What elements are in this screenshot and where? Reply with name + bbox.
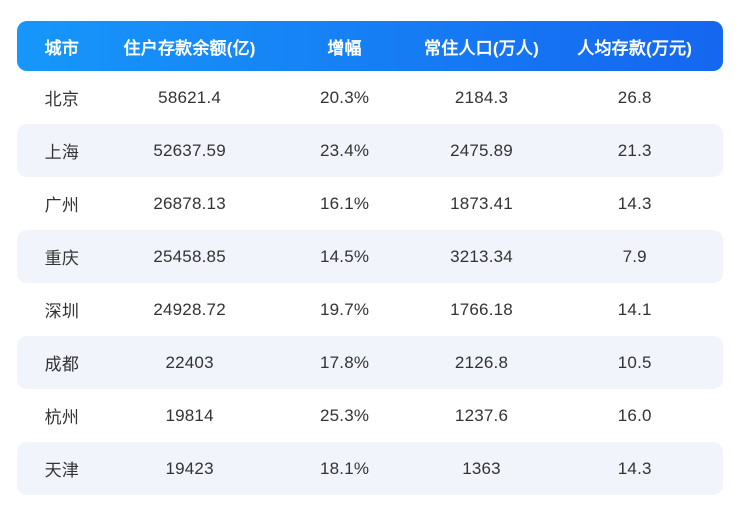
cell-city: 广州 xyxy=(44,196,80,215)
cell-balance: 25458.85 xyxy=(153,246,226,266)
table-body: 北京 58621.4 20.3% 2184.3 26.8 上海 52637.59… xyxy=(17,71,723,495)
table-row: 成都 22403 17.8% 2126.8 10.5 xyxy=(17,336,723,389)
header-growth: 增幅 xyxy=(327,38,362,58)
cell-balance: 22403 xyxy=(165,352,214,372)
table-row: 北京 58621.4 20.3% 2184.3 26.8 xyxy=(17,71,723,124)
header-population: 常住人口(万人) xyxy=(424,38,539,58)
cell-growth: 19.7% xyxy=(319,299,370,319)
cell-balance: 19423 xyxy=(165,458,214,478)
cell-city: 深圳 xyxy=(44,302,80,321)
cell-per-capita: 10.5 xyxy=(617,352,652,372)
cell-growth: 23.4% xyxy=(319,140,370,160)
cell-growth: 25.3% xyxy=(319,405,370,425)
cell-per-capita: 21.3 xyxy=(617,140,652,160)
cell-per-capita: 26.8 xyxy=(617,87,652,107)
table-header-row: 城市 住户存款余额(亿) 增幅 常住人口(万人) 人均存款(万元) xyxy=(17,21,723,71)
cell-growth: 20.3% xyxy=(319,87,370,107)
cell-balance: 52637.59 xyxy=(153,140,226,160)
cell-city: 杭州 xyxy=(44,408,80,427)
cell-city: 上海 xyxy=(44,143,80,162)
cell-per-capita: 16.0 xyxy=(617,405,652,425)
cell-city: 重庆 xyxy=(44,249,80,268)
header-balance: 住户存款余额(亿) xyxy=(123,38,256,58)
cell-population: 2184.3 xyxy=(454,87,509,107)
city-deposits-table: 城市 住户存款余额(亿) 增幅 常住人口(万人) 人均存款(万元) 北京 586… xyxy=(17,21,723,495)
cell-per-capita: 7.9 xyxy=(622,246,647,266)
cell-population: 1363 xyxy=(462,458,501,478)
table-row: 杭州 19814 25.3% 1237.6 16.0 xyxy=(17,389,723,442)
header-per-capita: 人均存款(万元) xyxy=(577,38,693,58)
cell-balance: 58621.4 xyxy=(158,87,222,107)
cell-population: 2126.8 xyxy=(454,352,509,372)
cell-balance: 24928.72 xyxy=(153,299,226,319)
cell-growth: 14.5% xyxy=(319,246,370,266)
cell-population: 1237.6 xyxy=(454,405,509,425)
cell-growth: 16.1% xyxy=(319,193,370,213)
table-row: 天津 19423 18.1% 1363 14.3 xyxy=(17,442,723,495)
cell-population: 1873.41 xyxy=(450,193,513,213)
table-row: 上海 52637.59 23.4% 2475.89 21.3 xyxy=(17,124,723,177)
cell-population: 1766.18 xyxy=(450,299,513,319)
cell-per-capita: 14.3 xyxy=(617,458,652,478)
cell-population: 3213.34 xyxy=(450,246,513,266)
cell-growth: 17.8% xyxy=(319,352,370,372)
cell-city: 成都 xyxy=(44,355,80,374)
cell-growth: 18.1% xyxy=(319,458,370,478)
header-city: 城市 xyxy=(44,38,80,58)
cell-city: 天津 xyxy=(44,461,80,480)
table-row: 广州 26878.13 16.1% 1873.41 14.3 xyxy=(17,177,723,230)
cell-balance: 26878.13 xyxy=(153,193,226,213)
cell-balance: 19814 xyxy=(165,405,214,425)
cell-per-capita: 14.3 xyxy=(617,193,652,213)
cell-per-capita: 14.1 xyxy=(617,299,652,319)
table-row: 深圳 24928.72 19.7% 1766.18 14.1 xyxy=(17,283,723,336)
cell-city: 北京 xyxy=(44,90,80,109)
table-row: 重庆 25458.85 14.5% 3213.34 7.9 xyxy=(17,230,723,283)
cell-population: 2475.89 xyxy=(450,140,513,160)
